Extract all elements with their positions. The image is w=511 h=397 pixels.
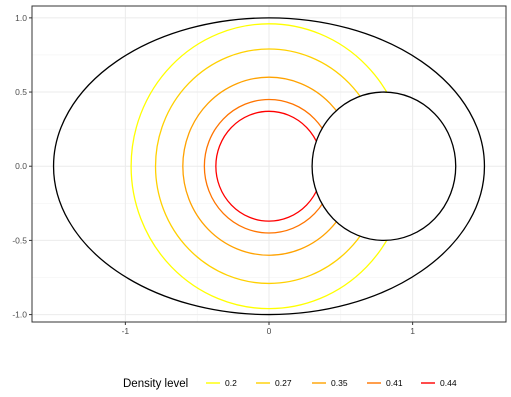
y-tick-label: 1.0 [15, 13, 27, 23]
legend-title: Density level [123, 378, 188, 390]
domain-ellipse [52, 17, 486, 316]
hole-circle [311, 91, 457, 242]
domain-outlines [52, 17, 486, 316]
legend: Density level 0.2 0.27 0.35 0.41 0.44 [123, 378, 457, 390]
y-tick-label: -1.0 [12, 310, 27, 320]
y-axis: -1.0 -0.5 0.0 0.5 1.0 [12, 13, 32, 320]
y-tick-label: 0.5 [15, 87, 27, 97]
legend-label: 0.35 [331, 378, 348, 388]
legend-label: 0.41 [386, 378, 403, 388]
x-tick-label: -1 [122, 326, 130, 336]
x-tick-label: 1 [410, 326, 415, 336]
legend-label: 0.2 [225, 378, 237, 388]
legend-label: 0.44 [440, 378, 457, 388]
x-tick-label: 0 [267, 326, 272, 336]
legend-label: 0.27 [275, 378, 292, 388]
x-axis: -1 0 1 [122, 322, 415, 336]
y-tick-label: -0.5 [12, 235, 27, 245]
y-tick-label: 0.0 [15, 161, 27, 171]
